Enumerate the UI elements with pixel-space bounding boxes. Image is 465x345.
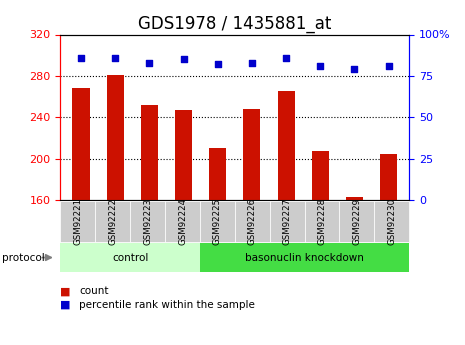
Text: control: control: [112, 253, 148, 263]
Point: [351, 67, 358, 72]
Text: GSM92222: GSM92222: [108, 198, 117, 245]
Point: [317, 63, 324, 69]
Bar: [73, 88, 89, 200]
Bar: [346, 197, 363, 200]
Point: [146, 60, 153, 66]
Bar: [243, 109, 260, 200]
Point: [385, 63, 392, 69]
Bar: [380, 154, 397, 200]
Text: count: count: [79, 286, 108, 296]
Text: GSM92230: GSM92230: [387, 198, 396, 245]
Text: GSM92221: GSM92221: [73, 198, 82, 245]
Text: GSM92224: GSM92224: [178, 198, 187, 245]
Point: [214, 61, 221, 67]
Text: percentile rank within the sample: percentile rank within the sample: [79, 300, 255, 310]
Point: [112, 55, 119, 60]
Text: GSM92228: GSM92228: [318, 198, 326, 245]
Bar: [106, 75, 124, 200]
Point: [282, 55, 290, 60]
Bar: [312, 151, 329, 200]
Text: GSM92229: GSM92229: [352, 198, 361, 245]
Text: GSM92226: GSM92226: [248, 198, 257, 245]
Bar: [175, 110, 192, 200]
Text: GSM92227: GSM92227: [283, 198, 292, 245]
Bar: [278, 91, 295, 200]
Point: [77, 55, 85, 60]
Text: ■: ■: [60, 286, 71, 296]
Text: GSM92225: GSM92225: [213, 198, 222, 245]
Title: GDS1978 / 1435881_at: GDS1978 / 1435881_at: [138, 15, 332, 33]
Point: [248, 60, 256, 66]
Text: protocol: protocol: [2, 253, 45, 263]
Text: GSM92223: GSM92223: [143, 198, 152, 245]
Text: basonuclin knockdown: basonuclin knockdown: [245, 253, 364, 263]
Bar: [209, 148, 226, 200]
Point: [180, 57, 187, 62]
Bar: [141, 105, 158, 200]
Text: ■: ■: [60, 300, 71, 310]
